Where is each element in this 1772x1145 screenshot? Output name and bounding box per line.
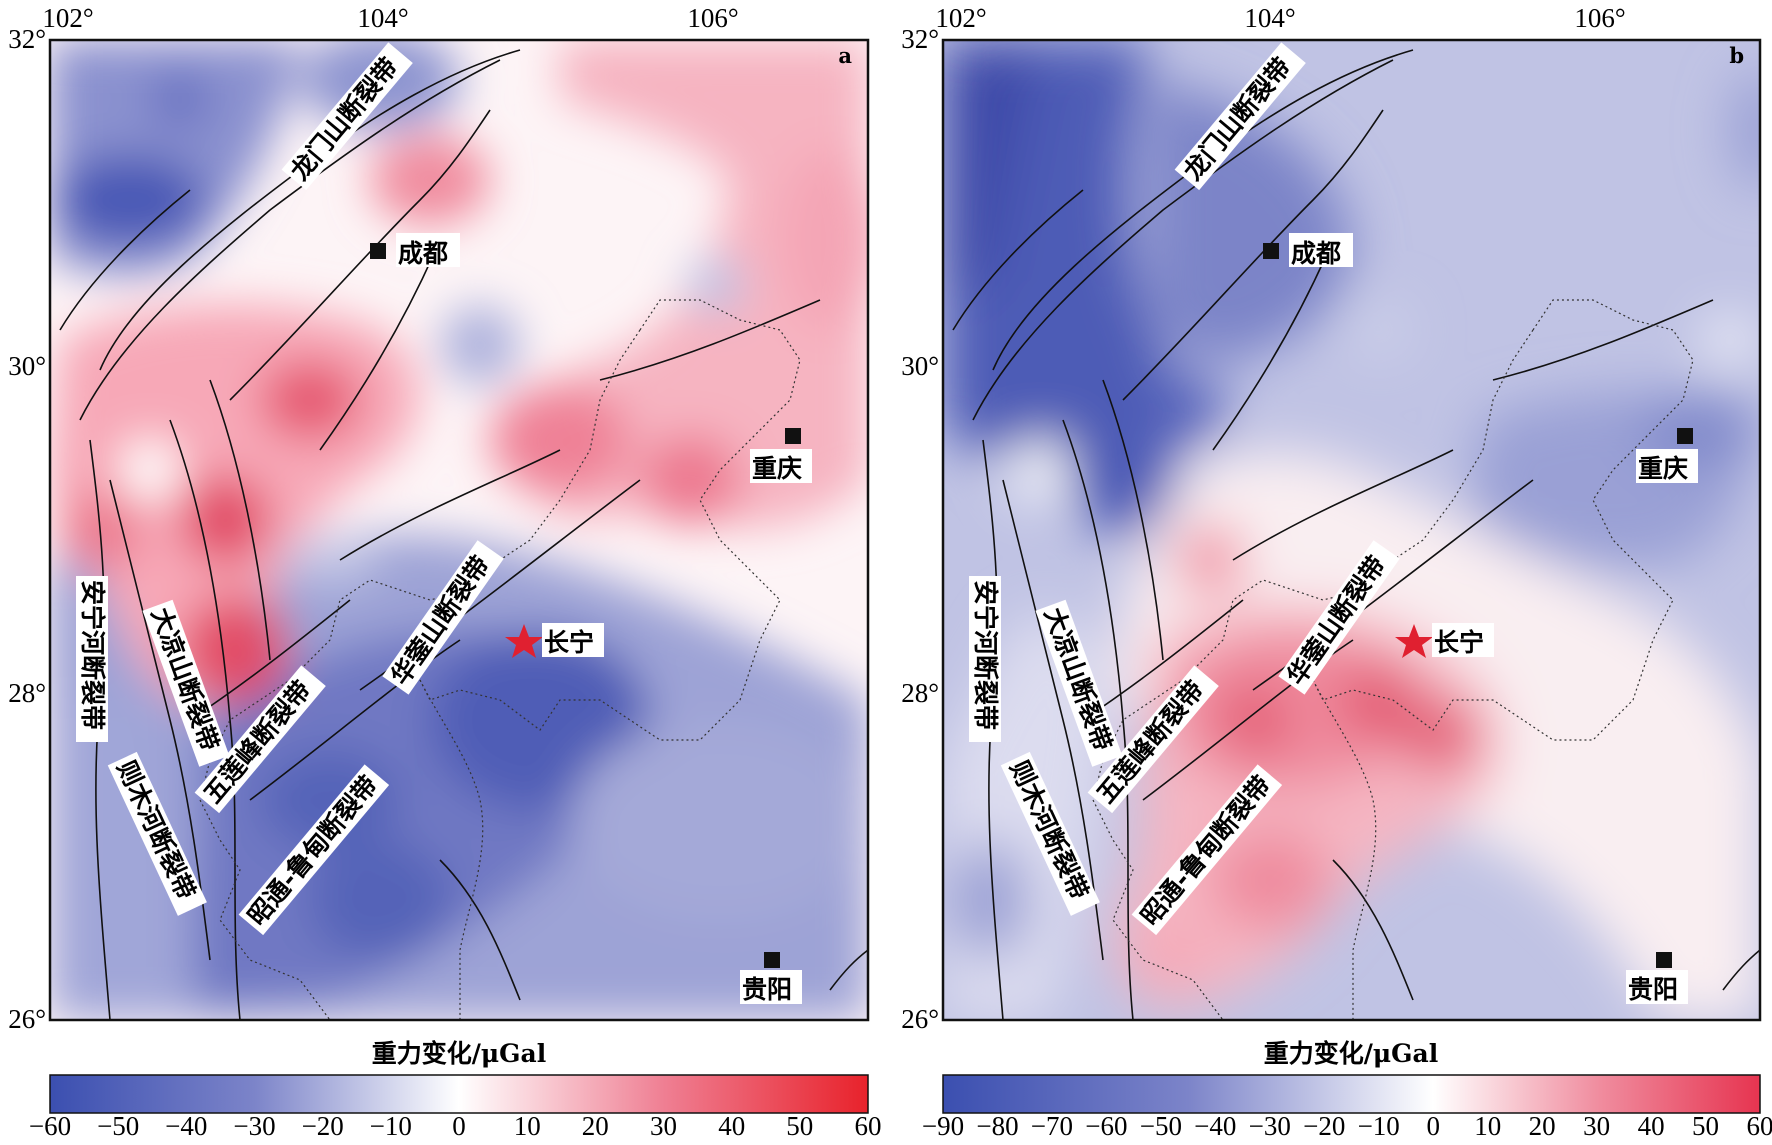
city-marker-guiyang-a bbox=[764, 952, 780, 968]
fault-lines-a bbox=[59, 49, 868, 1020]
city-label-guiyang-a: 贵阳 bbox=[742, 975, 792, 1004]
city-marker-changning-a bbox=[505, 624, 543, 658]
colorbar-tick-label: −90 bbox=[922, 1111, 964, 1141]
colorbar-tick-label: −10 bbox=[1358, 1111, 1400, 1141]
lat-tick-a-32: 32° bbox=[8, 24, 46, 54]
colorbar-tick-label: 20 bbox=[1529, 1111, 1556, 1141]
colorbar-tick-label: −60 bbox=[1085, 1111, 1127, 1141]
panel-label-a: a bbox=[838, 43, 852, 68]
colorbar-tick-label: 0 bbox=[452, 1111, 466, 1141]
province-border-a bbox=[199, 299, 801, 1020]
city-marker-chongqing-b bbox=[1677, 428, 1693, 444]
map-panel-b: b 102° 104° 106° 32° 30° 28° 26° 成都 重庆 贵… bbox=[901, 3, 1772, 1141]
lat-tick-b-30: 30° bbox=[901, 351, 939, 381]
city-label-guiyang-b: 贵阳 bbox=[1628, 975, 1678, 1004]
colorbar-tick-label: −30 bbox=[1249, 1111, 1291, 1141]
colorbar-tick-label: −50 bbox=[97, 1111, 139, 1141]
colorbar-tick-label: −70 bbox=[1031, 1111, 1073, 1141]
colorbar-tick-label: 0 bbox=[1426, 1111, 1440, 1141]
colorbar-tick-label: 10 bbox=[1474, 1111, 1501, 1141]
colorbar-ticks-b: −90 −80 −70 −60 −50 −40 −30 −20 −10 0 10 20 30 40 50 60 bbox=[922, 1111, 1772, 1141]
city-label-chengdu-a: 成都 bbox=[398, 239, 448, 268]
city-label-changning-b: 长宁 bbox=[1434, 628, 1484, 657]
city-label-chongqing-a: 重庆 bbox=[752, 454, 802, 483]
svg-text:安宁河断裂带: 安宁河断裂带 bbox=[78, 580, 107, 730]
city-marker-chengdu-a bbox=[370, 243, 386, 259]
fault-lines-b bbox=[952, 49, 1760, 1020]
lat-tick-b-28: 28° bbox=[901, 678, 939, 708]
lon-tick-a-104: 104° bbox=[357, 3, 408, 33]
colorbar-tick-label: −40 bbox=[1194, 1111, 1236, 1141]
svg-text:安宁河断裂带: 安宁河断裂带 bbox=[971, 580, 1000, 730]
colorbar-ticks-a: −60 −50 −40 −30 −20 −10 0 10 20 30 40 50 60 bbox=[29, 1111, 882, 1141]
city-marker-guiyang-b bbox=[1656, 952, 1672, 968]
lat-tick-a-30: 30° bbox=[8, 351, 46, 381]
lon-tick-b-104: 104° bbox=[1244, 3, 1295, 33]
city-label-changning-a: 长宁 bbox=[544, 628, 594, 657]
colorbar-tick-label: −10 bbox=[370, 1111, 412, 1141]
city-label-chengdu-b: 成都 bbox=[1291, 239, 1341, 268]
colorbar-tick-label: 40 bbox=[1638, 1111, 1665, 1141]
colorbar-tick-label: −20 bbox=[1303, 1111, 1345, 1141]
city-label-chongqing-b: 重庆 bbox=[1638, 454, 1688, 483]
lat-tick-a-28: 28° bbox=[8, 678, 46, 708]
colorbar-title-a: 重力变化/μGal bbox=[372, 1039, 546, 1068]
lon-tick-b-106: 106° bbox=[1574, 3, 1625, 33]
colorbar-tick-label: 30 bbox=[1583, 1111, 1610, 1141]
colorbar-tick-label: 50 bbox=[786, 1111, 813, 1141]
city-marker-chongqing-a bbox=[785, 428, 801, 444]
gravity-contours-b bbox=[943, 40, 1760, 1020]
lat-tick-b-32: 32° bbox=[901, 24, 939, 54]
colorbar-tick-label: 60 bbox=[1747, 1111, 1772, 1141]
colorbar-tick-label: 10 bbox=[514, 1111, 541, 1141]
lon-tick-a-106: 106° bbox=[687, 3, 738, 33]
colorbar-tick-label: −20 bbox=[302, 1111, 344, 1141]
colorbar-tick-label: −80 bbox=[976, 1111, 1018, 1141]
colorbar-tick-label: −60 bbox=[29, 1111, 71, 1141]
colorbar-b bbox=[942, 1074, 1761, 1114]
map-frame-b bbox=[941, 38, 1762, 1022]
panel-label-b: b bbox=[1729, 43, 1744, 68]
colorbar-tick-label: 20 bbox=[582, 1111, 609, 1141]
lon-tick-a-102: 102° bbox=[42, 3, 93, 33]
fault-label-anninghe-b: 安宁河断裂带 bbox=[969, 576, 1001, 742]
colorbar-tick-label: 50 bbox=[1692, 1111, 1719, 1141]
colorbar-tick-label: 40 bbox=[718, 1111, 745, 1141]
province-border-b bbox=[1092, 299, 1694, 1020]
colorbar-a bbox=[49, 1074, 869, 1114]
lat-tick-b-26: 26° bbox=[901, 1004, 939, 1034]
lon-tick-b-102: 102° bbox=[935, 3, 986, 33]
colorbar-tick-label: 60 bbox=[855, 1111, 882, 1141]
colorbar-title-b: 重力变化/μGal bbox=[1264, 1039, 1438, 1068]
colorbar-tick-label: −50 bbox=[1140, 1111, 1182, 1141]
lat-tick-a-26: 26° bbox=[8, 1004, 46, 1034]
colorbar-tick-label: −30 bbox=[233, 1111, 275, 1141]
city-marker-chengdu-b bbox=[1263, 243, 1279, 259]
map-panel-a: a 102° 104° 106° 32° 30° 28° 26° 成都 重庆 贵… bbox=[8, 3, 881, 1141]
colorbar-tick-label: −40 bbox=[165, 1111, 207, 1141]
colorbar-tick-label: 30 bbox=[650, 1111, 677, 1141]
fault-label-anninghe-a: 安宁河断裂带 bbox=[76, 576, 108, 742]
city-marker-changning-b bbox=[1395, 624, 1433, 658]
map-frame-a bbox=[48, 38, 870, 1022]
